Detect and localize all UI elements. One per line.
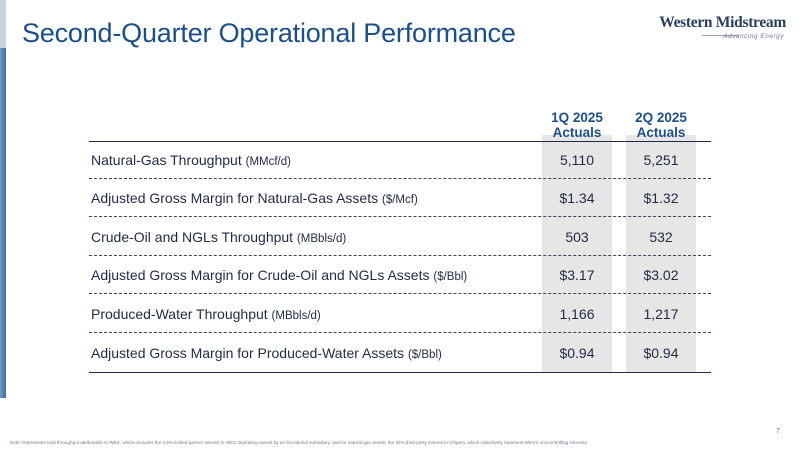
left-accent-bar-top [0, 0, 6, 48]
table-row: Adjusted Gross Margin for Crude-Oil and … [89, 256, 711, 294]
value-1q-2025: $1.34 [559, 190, 595, 206]
metric-unit: ($/Bbl) [407, 349, 442, 361]
row-label: Adjusted Gross Margin for Produced-Water… [91, 334, 442, 372]
logo-name: Western Midstream [659, 14, 786, 31]
row-label: Produced-Water Throughput (MBbls/d) [91, 295, 321, 333]
value-1q-2025: $0.94 [559, 345, 595, 361]
column-header-2q-2025: 2Q 2025 Actuals [616, 110, 706, 140]
footnote: Note: Represents total throughput attrib… [10, 440, 589, 445]
page-number: 7 [776, 428, 780, 435]
row-separator [89, 255, 711, 256]
header-rule [89, 141, 711, 143]
value-2q-2025: $3.02 [643, 267, 679, 283]
table-row: Adjusted Gross Margin for Produced-Water… [89, 334, 711, 372]
row-separator [89, 293, 711, 294]
value-2q-2025: $0.94 [643, 345, 679, 361]
column-header-period: 2Q 2025 [635, 110, 687, 125]
left-accent-bar [0, 48, 6, 398]
metric-unit: ($/Bbl) [433, 271, 468, 283]
row-label: Natural-Gas Throughput (MMcf/d) [91, 141, 291, 179]
metric-name: Crude-Oil and NGLs Throughput [91, 229, 294, 245]
value-2q-2025: $1.32 [643, 190, 679, 206]
column-shade-1q [542, 135, 612, 373]
metric-name: Adjusted Gross Margin for Natural-Gas As… [91, 190, 379, 206]
logo-divider [702, 35, 738, 36]
column-header-period: 1Q 2025 [551, 110, 603, 125]
row-separator [89, 216, 711, 217]
table-row: Natural-Gas Throughput (MMcf/d) 5,110 5,… [89, 141, 711, 179]
table-bottom-rule [89, 372, 711, 374]
column-header-type: Actuals [636, 125, 686, 140]
metric-name: Adjusted Gross Margin for Produced-Water… [91, 345, 405, 361]
table-row: Adjusted Gross Margin for Natural-Gas As… [89, 179, 711, 217]
metric-unit: (MBbls/d) [271, 310, 321, 322]
row-separator [89, 332, 711, 333]
company-logo: Western Midstream Advancing Energy [656, 14, 786, 50]
row-separator [89, 178, 711, 179]
row-label: Adjusted Gross Margin for Crude-Oil and … [91, 256, 467, 294]
value-2q-2025: 532 [649, 229, 673, 245]
metric-name: Natural-Gas Throughput [91, 152, 242, 168]
value-1q-2025: 503 [565, 229, 589, 245]
table-row: Produced-Water Throughput (MBbls/d) 1,16… [89, 295, 711, 333]
value-1q-2025: 1,166 [559, 306, 595, 322]
metric-name: Produced-Water Throughput [91, 306, 268, 322]
metric-name: Adjusted Gross Margin for Crude-Oil and … [91, 267, 430, 283]
value-2q-2025: 5,251 [643, 152, 679, 168]
logo-tagline: Advancing Energy [723, 33, 784, 40]
metric-unit: (MBbls/d) [296, 233, 347, 245]
row-label: Adjusted Gross Margin for Natural-Gas As… [91, 179, 418, 217]
slide-title: Second-Quarter Operational Performance [22, 18, 516, 48]
column-header-1q-2025: 1Q 2025 Actuals [532, 110, 622, 140]
row-label: Crude-Oil and NGLs Throughput (MBbls/d) [91, 218, 346, 256]
value-1q-2025: 5,110 [560, 152, 594, 168]
value-1q-2025: $3.17 [559, 267, 595, 283]
metric-unit: ($/Mcf) [382, 194, 418, 206]
column-header-type: Actuals [552, 125, 602, 140]
column-shade-2q [626, 135, 696, 373]
value-2q-2025: 1,217 [643, 306, 679, 322]
metric-unit: (MMcf/d) [245, 156, 291, 168]
table-row: Crude-Oil and NGLs Throughput (MBbls/d) … [89, 218, 711, 256]
